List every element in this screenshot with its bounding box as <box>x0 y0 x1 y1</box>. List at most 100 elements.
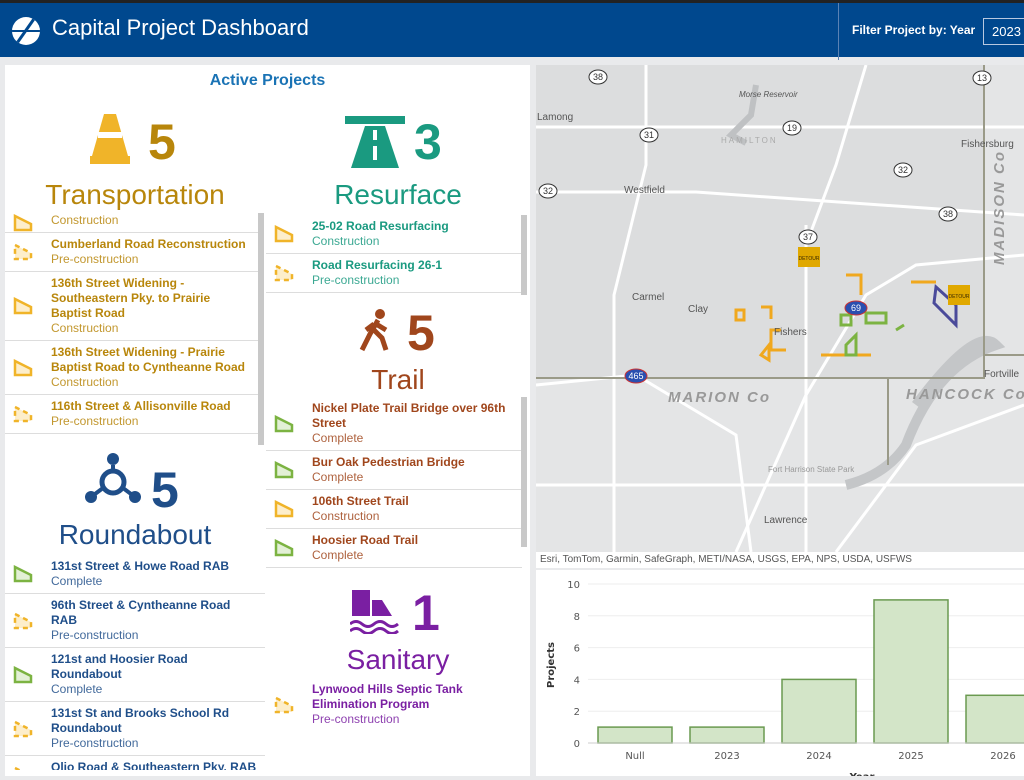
list-item[interactable]: 136th Street Widening - Southeastern Pky… <box>5 272 258 341</box>
project-status: Pre-construction <box>312 273 400 287</box>
project-name: Lynwood Hills Septic Tank Elimination Pr… <box>312 682 463 711</box>
place-label: Fort Harrison State Park <box>768 465 855 474</box>
route-shield-icon <box>538 183 558 199</box>
y-tick-label: 2 <box>574 707 580 718</box>
project-symbol-icon <box>274 263 296 282</box>
project-name: 106th Street Trail <box>312 494 409 508</box>
route-number: 13 <box>977 73 987 83</box>
roundabout-label: Roundabout <box>58 519 212 550</box>
list-item[interactable]: Hoosier Road Trail Complete <box>266 529 522 568</box>
resurface-scrollbar[interactable] <box>521 215 527 295</box>
place-label: Fortville <box>984 369 1019 380</box>
y-tick-label: 0 <box>574 739 580 750</box>
x-tick-label: 2023 <box>714 751 739 762</box>
highway-icon <box>345 112 405 172</box>
route-shield-icon <box>624 368 648 384</box>
project-symbol-icon <box>274 499 296 518</box>
project-symbol-icon <box>13 765 35 770</box>
place-label: Fishers <box>774 327 807 338</box>
roundabout-icon <box>84 452 142 510</box>
trail-count: 5 <box>407 305 435 361</box>
trail-scrollbar[interactable] <box>521 397 527 547</box>
page-title: Capital Project Dashboard <box>52 15 309 40</box>
detour-sign-text: DETOUR <box>948 294 969 300</box>
roundabout-project-list[interactable]: 131st Street & Howe Road RAB Complete 96th… <box>5 555 265 770</box>
sanitary-label: Sanitary <box>346 644 450 675</box>
place-label: MADISON Co <box>991 150 1008 265</box>
project-name: Road Resurfacing 26-1 <box>312 258 443 272</box>
route-number: 32 <box>543 186 553 196</box>
list-item[interactable]: 131st St and Brooks School Rd Roundabout… <box>5 702 265 756</box>
project-symbol-icon <box>274 538 296 557</box>
route-number: 19 <box>787 123 797 133</box>
place-label: MARION Co <box>668 389 771 406</box>
y-tick-label: 10 <box>567 580 580 591</box>
list-item[interactable]: 106th Street Trail Construction <box>266 490 522 529</box>
traffic-cone-icon <box>88 110 132 170</box>
list-item[interactable]: Bur Oak Pedestrian Bridge Complete <box>266 451 522 490</box>
bar-2026 <box>965 694 1024 744</box>
project-name: Nickel Plate Trail Bridge over 96th Stre… <box>312 401 506 430</box>
transportation-label: Transportation <box>45 179 225 210</box>
bar-2025 <box>873 599 949 744</box>
bar-2023 <box>689 726 765 744</box>
list-item[interactable]: 136th Street Widening - Prairie Baptist … <box>5 341 258 395</box>
detour-sign-icon[interactable]: DETOUR <box>948 285 970 305</box>
project-symbol-icon <box>13 404 35 423</box>
project-symbol-icon <box>274 224 296 243</box>
route-number: 69 <box>851 303 861 313</box>
project-name: 136th Street Widening - Prairie Baptist … <box>51 345 246 374</box>
route-shield-icon <box>938 206 958 222</box>
list-item[interactable]: Construction <box>5 213 258 233</box>
list-item[interactable]: Olio Road & Southeastern Pky. RABPre-con… <box>5 756 265 770</box>
map-canvas[interactable]: DETOUR DETOUR Lamong Morse Reservoir HAMI… <box>536 65 1024 552</box>
project-name: 116th Street & Allisonville Road <box>51 399 231 413</box>
map[interactable]: DETOUR DETOUR Lamong Morse Reservoir HAMI… <box>536 65 1024 552</box>
resurface-project-list[interactable]: 25-02 Road Resurfacing Construction Road R… <box>266 215 522 297</box>
project-status: Construction <box>312 234 380 248</box>
y-tick-label: 6 <box>574 644 580 655</box>
resurface-count: 3 <box>414 114 442 170</box>
project-status: Complete <box>312 548 364 562</box>
morse-reservoir <box>726 84 759 146</box>
transportation-project-list[interactable]: Construction Cumberland Road Reconstructi… <box>5 213 258 448</box>
list-item[interactable]: 116th Street & Allisonville Road Pre-cons… <box>5 395 258 434</box>
year-filter-select[interactable]: 2023 <box>983 18 1024 45</box>
hamilton-county-area <box>536 65 984 377</box>
list-item[interactable]: 121st and Hoosier Road Roundabout Complet… <box>5 648 265 702</box>
trail-project-list[interactable]: Nickel Plate Trail Bridge over 96th Stre… <box>266 397 522 575</box>
place-label: Fishersburg <box>961 139 1014 150</box>
route-number: 31 <box>644 130 654 140</box>
county-boundaries <box>536 65 1024 465</box>
project-name: 25-02 Road Resurfacing <box>312 219 449 233</box>
list-item[interactable]: 25-02 Road Resurfacing Construction <box>266 215 522 254</box>
sanitary-project-list[interactable]: Lynwood Hills Septic Tank Elimination Pr… <box>266 678 522 728</box>
list-item[interactable]: Cumberland Road Reconstruction Pre-constr… <box>5 233 258 272</box>
route-shield-icon <box>844 300 868 316</box>
detour-sign-text: DETOUR <box>798 256 819 262</box>
project-status: Construction <box>51 213 119 227</box>
list-item[interactable]: Lynwood Hills Septic Tank Elimination Pr… <box>266 678 522 728</box>
project-status: Pre-construction <box>51 252 139 266</box>
project-name: 121st and Hoosier Road Roundabout <box>51 652 188 681</box>
project-symbol-icon <box>13 358 35 377</box>
list-item[interactable]: Nickel Plate Trail Bridge over 96th Stre… <box>266 397 522 451</box>
transportation-count: 5 <box>148 114 176 170</box>
place-label: Lamong <box>537 112 573 123</box>
route-shield-icon <box>588 69 608 85</box>
project-name: 96th Street & Cyntheanne Road RAB <box>51 598 231 627</box>
bar-Null <box>597 726 673 744</box>
roundabout-count: 5 <box>151 462 179 518</box>
project-status: Complete <box>51 574 103 588</box>
project-symbol-icon <box>13 213 35 232</box>
transportation-scrollbar[interactable] <box>258 213 264 445</box>
project-symbol-icon <box>274 414 296 433</box>
list-item[interactable]: Road Resurfacing 26-1 Pre-construction <box>266 254 522 293</box>
route-shield-icon <box>639 127 659 143</box>
project-symbol-icon <box>13 296 35 315</box>
list-item[interactable]: 131st Street & Howe Road RAB Complete <box>5 555 265 594</box>
detour-sign-icon[interactable]: DETOUR <box>798 247 820 267</box>
roads <box>536 65 1024 552</box>
list-item[interactable]: 96th Street & Cyntheanne Road RAB Pre-con… <box>5 594 265 648</box>
project-symbol-icon <box>13 242 35 261</box>
